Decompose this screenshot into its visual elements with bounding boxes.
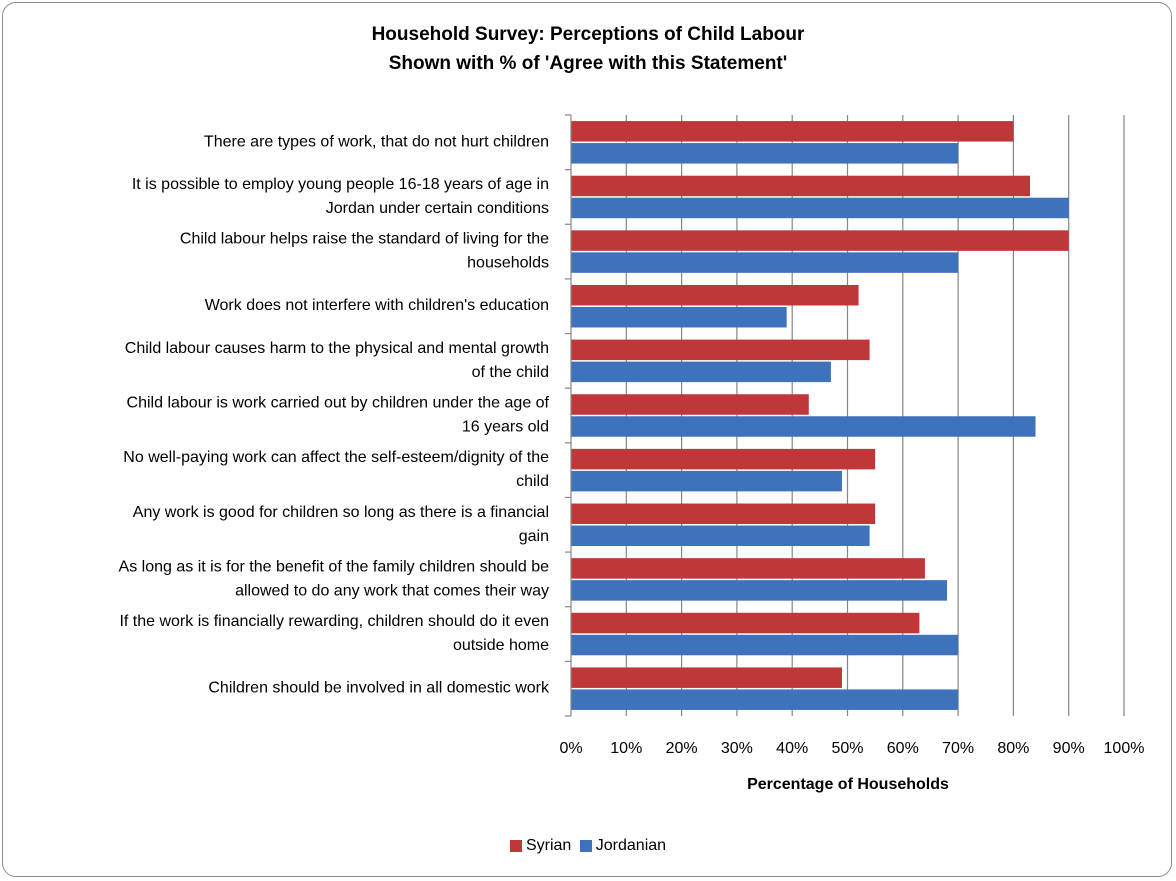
tick-labels: 0% 10% 20% 30% 40% 50% 60% 70% 80% 90% 100% [559, 740, 1144, 757]
category-label: It is possible to employ young people 16… [132, 176, 549, 193]
category-label: There are types of work, that do not hur… [204, 133, 549, 150]
bar-syrian [571, 667, 842, 688]
chart-title-line-1: Household Survey: Perceptions of Child L… [371, 24, 805, 45]
chart-title-line-2: Shown with % of 'Agree with this Stateme… [388, 53, 788, 74]
category-label: Child labour helps raise the standard of… [180, 231, 549, 248]
x-tick-label: 100% [1104, 740, 1145, 757]
x-tick-label: 90% [1053, 740, 1085, 757]
legend-item-jordanian: Jordanian [579, 837, 667, 855]
legend-swatch-jordanian [579, 840, 592, 852]
chart-title: Household Survey: Perceptions of Child L… [0, 20, 1176, 78]
category-label: As long as it is for the benefit of the … [119, 558, 550, 575]
category-label: Any work is good for children so long as… [133, 504, 549, 521]
x-tick-label: 10% [610, 740, 642, 757]
bar-jordanian [571, 634, 959, 656]
bar-jordanian [571, 525, 870, 547]
x-tick-label: 80% [997, 740, 1029, 757]
bar-jordanian [571, 580, 948, 601]
category-label: 16 years old [462, 419, 549, 436]
category-label: gain [519, 528, 549, 545]
x-axis-title: Percentage of Households [747, 776, 949, 793]
legend-swatch-syrian [509, 840, 522, 852]
legend-item-syrian: Syrian [509, 837, 572, 855]
bar-syrian [571, 339, 870, 361]
bar-jordanian [571, 470, 842, 492]
category-label: No well-paying work can affect the self-… [123, 449, 549, 466]
category-label: outside home [453, 637, 549, 654]
bar-syrian [571, 394, 809, 415]
bar-jordanian [571, 197, 1069, 219]
bar-jordanian [571, 361, 831, 383]
category-label: Children should be involved in all domes… [208, 680, 550, 697]
category-label: Child labour is work carried out by chil… [127, 395, 550, 412]
bar-syrian [571, 121, 1014, 142]
x-tick-label: 70% [942, 740, 974, 757]
x-tick-label: 50% [831, 740, 863, 757]
bar-jordanian [571, 689, 959, 710]
legend-label-syrian: Syrian [525, 837, 572, 854]
bar-jordanian [571, 306, 787, 328]
x-tick-label: 20% [666, 740, 698, 757]
legend-label-jordanian: Jordanian [595, 837, 667, 854]
legend: Syrian Jordanian [0, 837, 1176, 857]
x-tick-label: 60% [887, 740, 919, 757]
x-tick-label: 30% [721, 740, 753, 757]
category-label: Work does not interfere with children's … [205, 297, 549, 314]
category-labels: There are types of work, that do not hur… [119, 133, 550, 696]
axes [565, 114, 572, 717]
bar-syrian [571, 230, 1069, 251]
category-label: of the child [472, 364, 549, 381]
bar-syrian [571, 503, 876, 525]
category-label: households [467, 255, 549, 272]
bar-syrian [571, 558, 925, 579]
bar-syrian [571, 448, 876, 470]
x-tick-label: 40% [776, 740, 808, 757]
bar-syrian [571, 284, 859, 306]
x-tick-label: 0% [559, 740, 582, 757]
category-label: Jordan under certain conditions [326, 200, 549, 217]
bar-syrian [571, 175, 1030, 197]
bars [571, 121, 1069, 710]
bar-jordanian [571, 143, 959, 164]
bar-jordanian [571, 416, 1036, 437]
category-label: allowed to do any work that comes their … [235, 582, 549, 599]
category-label: child [516, 473, 549, 490]
category-label: Child labour causes harm to the physical… [125, 340, 549, 357]
bar-syrian [571, 612, 920, 634]
bar-jordanian [571, 252, 959, 273]
category-label: If the work is financially rewarding, ch… [119, 613, 549, 630]
